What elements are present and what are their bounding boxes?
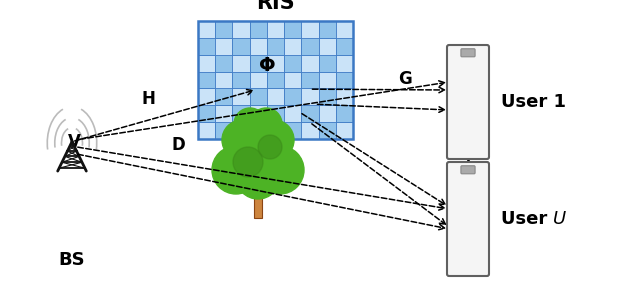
Text: BS: BS bbox=[59, 251, 85, 269]
Bar bbox=[301, 105, 319, 122]
Bar bbox=[232, 105, 250, 122]
Bar bbox=[267, 88, 284, 105]
Bar bbox=[301, 55, 319, 71]
Bar bbox=[215, 122, 232, 139]
Bar bbox=[301, 122, 319, 139]
Bar bbox=[319, 88, 336, 105]
Bar bbox=[215, 21, 232, 38]
Bar bbox=[301, 21, 319, 38]
Bar bbox=[301, 88, 319, 105]
Bar bbox=[198, 88, 215, 105]
Bar bbox=[336, 38, 353, 55]
Circle shape bbox=[236, 110, 280, 154]
Bar bbox=[319, 71, 336, 88]
Circle shape bbox=[233, 147, 263, 177]
Bar bbox=[267, 55, 284, 71]
Bar bbox=[215, 105, 232, 122]
Bar bbox=[215, 55, 232, 71]
Bar bbox=[267, 38, 284, 55]
Bar bbox=[215, 88, 232, 105]
Bar bbox=[250, 21, 267, 38]
Circle shape bbox=[256, 146, 304, 194]
Text: ⋮: ⋮ bbox=[456, 148, 481, 172]
Text: User 1: User 1 bbox=[501, 93, 566, 111]
Bar bbox=[336, 21, 353, 38]
Bar bbox=[254, 182, 262, 218]
Text: Φ: Φ bbox=[259, 56, 276, 75]
Bar bbox=[336, 88, 353, 105]
Bar bbox=[215, 38, 232, 55]
Bar bbox=[267, 105, 284, 122]
Bar bbox=[301, 38, 319, 55]
Bar bbox=[198, 55, 215, 71]
Text: User: User bbox=[501, 210, 554, 228]
Circle shape bbox=[234, 108, 266, 140]
Bar bbox=[284, 105, 301, 122]
FancyBboxPatch shape bbox=[447, 45, 489, 159]
Bar bbox=[232, 21, 250, 38]
Bar bbox=[232, 38, 250, 55]
Bar bbox=[267, 122, 284, 139]
Bar bbox=[232, 122, 250, 139]
Bar bbox=[232, 55, 250, 71]
Bar bbox=[232, 88, 250, 105]
Bar bbox=[319, 38, 336, 55]
Bar bbox=[250, 88, 267, 105]
Bar bbox=[198, 21, 353, 139]
Bar bbox=[198, 122, 215, 139]
Text: G: G bbox=[398, 70, 412, 88]
Circle shape bbox=[254, 120, 294, 160]
Circle shape bbox=[212, 146, 260, 194]
Circle shape bbox=[222, 120, 262, 160]
Bar bbox=[198, 71, 215, 88]
Bar bbox=[336, 71, 353, 88]
Text: V: V bbox=[68, 133, 81, 151]
Bar bbox=[319, 21, 336, 38]
Bar bbox=[319, 55, 336, 71]
Bar bbox=[336, 122, 353, 139]
Bar bbox=[301, 71, 319, 88]
Bar bbox=[198, 21, 215, 38]
FancyBboxPatch shape bbox=[461, 49, 475, 57]
Bar bbox=[284, 38, 301, 55]
Bar bbox=[250, 55, 267, 71]
Text: U: U bbox=[553, 210, 566, 228]
Text: D: D bbox=[171, 136, 185, 154]
Bar bbox=[336, 105, 353, 122]
Bar bbox=[267, 71, 284, 88]
Bar bbox=[284, 21, 301, 38]
Bar bbox=[250, 105, 267, 122]
Bar bbox=[284, 55, 301, 71]
Circle shape bbox=[250, 108, 282, 140]
Bar bbox=[250, 38, 267, 55]
Text: RIS: RIS bbox=[256, 0, 295, 13]
Bar bbox=[284, 88, 301, 105]
Bar bbox=[267, 21, 284, 38]
Circle shape bbox=[226, 122, 290, 186]
Bar bbox=[232, 71, 250, 88]
Circle shape bbox=[258, 135, 282, 159]
Bar bbox=[319, 122, 336, 139]
Bar bbox=[319, 105, 336, 122]
Bar bbox=[284, 71, 301, 88]
FancyBboxPatch shape bbox=[461, 166, 475, 174]
Bar bbox=[336, 55, 353, 71]
FancyBboxPatch shape bbox=[447, 162, 489, 276]
Bar bbox=[198, 38, 215, 55]
Bar bbox=[215, 71, 232, 88]
Circle shape bbox=[236, 155, 280, 199]
Bar bbox=[250, 122, 267, 139]
Bar bbox=[250, 71, 267, 88]
Text: H: H bbox=[141, 90, 155, 108]
Bar bbox=[284, 122, 301, 139]
Bar bbox=[198, 105, 215, 122]
